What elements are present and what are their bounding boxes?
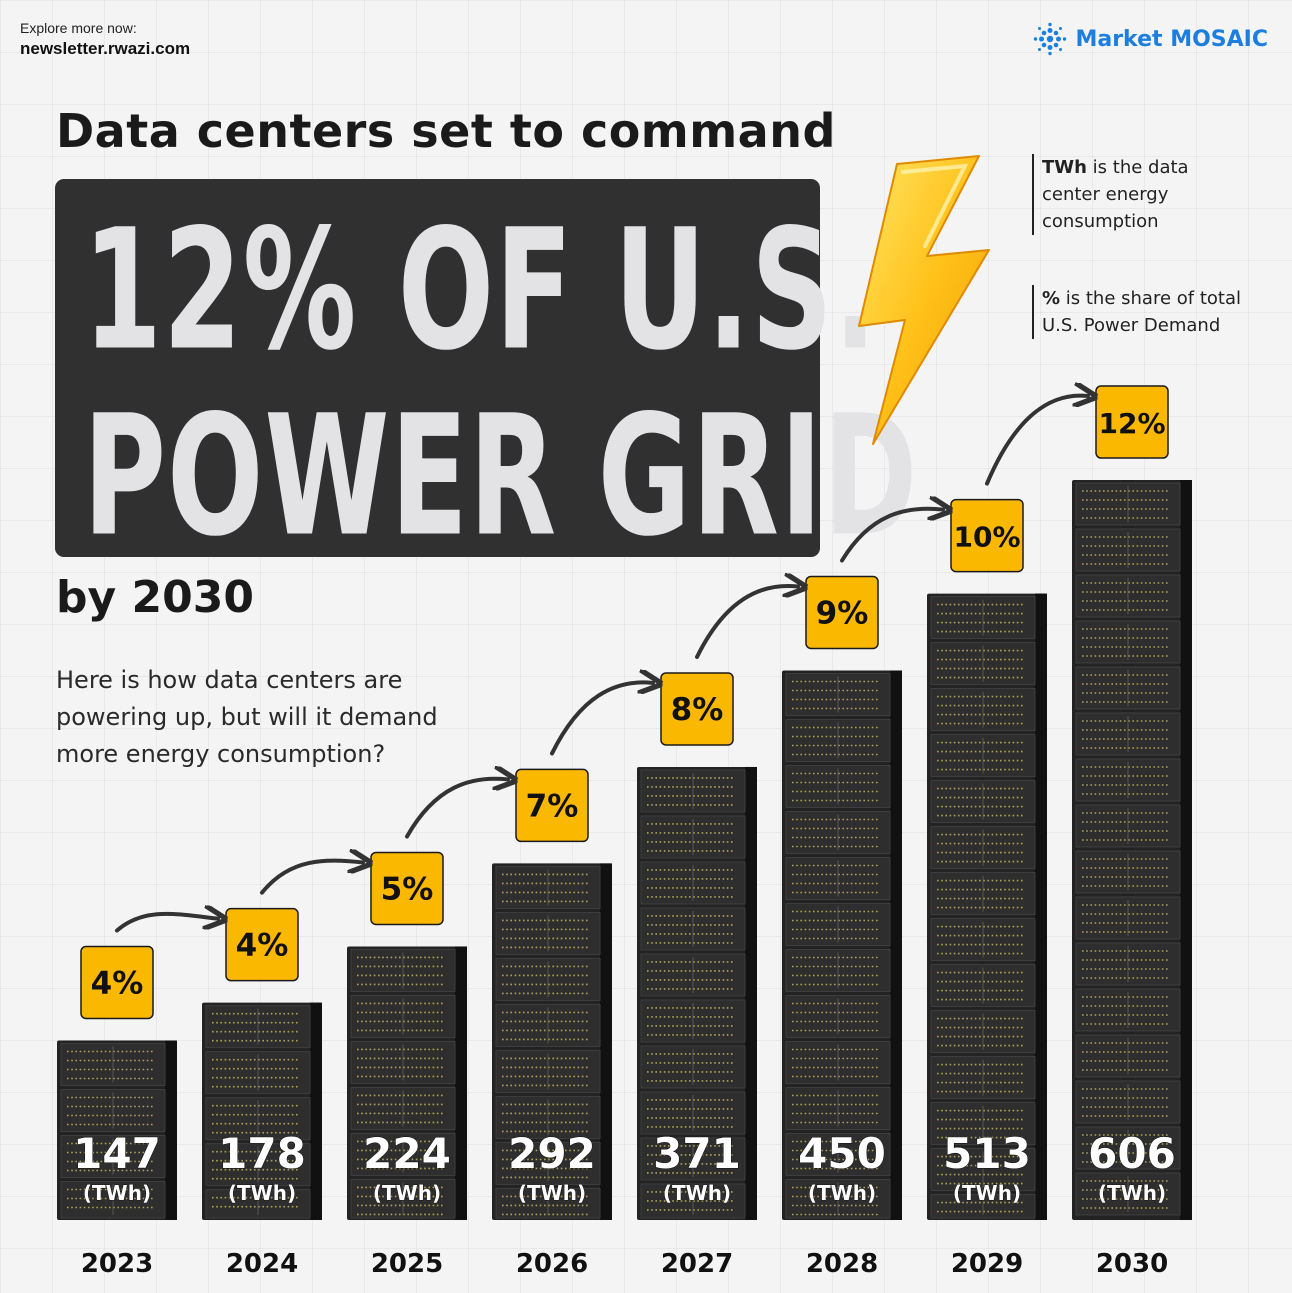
percent-badge: 8% <box>660 672 734 746</box>
legend-percent-text: is the share of total U.S. Power Demand <box>1042 288 1241 336</box>
headline-top: Data centers set to command <box>56 104 836 158</box>
intro-text: Here is how data centers are powering up… <box>56 666 438 768</box>
bar-value-label: 178 <box>218 1129 306 1178</box>
server-bar <box>347 946 467 1220</box>
bar-unit-label: (TWh) <box>663 1181 731 1205</box>
hero-line-1: 12% OF U.S. <box>83 193 878 388</box>
percent-badge-label: 9% <box>816 595 869 631</box>
percent-badge: 4% <box>225 907 299 982</box>
year-tick-label: 2024 <box>226 1249 298 1279</box>
bar-unit-label: (TWh) <box>373 1181 441 1205</box>
percent-badge: 9% <box>805 575 879 650</box>
legend-percent: % is the share of total U.S. Power Deman… <box>1032 285 1242 339</box>
bar-unit-label: (TWh) <box>808 1181 876 1205</box>
bar-unit-label: (TWh) <box>83 1181 151 1205</box>
hero-line-2: POWER GRID <box>83 379 919 574</box>
bar-unit-label: (TWh) <box>1098 1181 1166 1205</box>
legend-twh: TWh is the data center energy consumptio… <box>1032 154 1242 235</box>
server-bar <box>202 1002 322 1220</box>
trend-arrow <box>985 396 1088 486</box>
percent-badge: 5% <box>370 851 444 926</box>
year-tick-label: 2030 <box>1096 1249 1168 1279</box>
bar-value-label: 606 <box>1088 1129 1176 1178</box>
explore-block: Explore more now: newsletter.rwazi.com <box>20 20 190 59</box>
server-bar <box>492 863 612 1220</box>
year-tick-label: 2023 <box>81 1249 153 1279</box>
bar-value-label: 292 <box>508 1129 596 1178</box>
percent-badge: 4% <box>80 945 154 1020</box>
year-tick-label: 2026 <box>516 1249 588 1279</box>
percent-badge-label: 12% <box>1098 407 1165 440</box>
server-bar <box>637 766 757 1220</box>
server-bar <box>1072 480 1192 1220</box>
lightning-bolt-icon <box>858 155 990 445</box>
hero-banner: 12% OF U.S. POWER GRID <box>55 179 917 573</box>
percent-badge: 7% <box>515 768 589 843</box>
bar-value-label: 371 <box>653 1129 741 1178</box>
brand: Market MOSAIC <box>1033 22 1268 56</box>
bar-unit-label: (TWh) <box>228 1181 296 1205</box>
bar-unit-label: (TWh) <box>953 1181 1021 1205</box>
explore-label: Explore more now: <box>20 20 137 36</box>
legend-twh-key: TWh <box>1042 157 1087 178</box>
percent-badge-label: 10% <box>953 521 1020 554</box>
bar-unit-label: (TWh) <box>518 1181 586 1205</box>
trend-arrow <box>840 509 943 563</box>
year-tick-label: 2025 <box>371 1249 443 1279</box>
percent-badge-label: 4% <box>236 928 289 964</box>
market-mosaic-logo-icon <box>1034 22 1067 56</box>
trend-arrow <box>260 861 363 895</box>
year-tick-label: 2027 <box>661 1249 733 1279</box>
trend-arrow <box>115 914 218 933</box>
server-bar <box>927 593 1047 1220</box>
trend-arrow <box>550 682 653 756</box>
bar-value-label: 224 <box>363 1129 451 1178</box>
legend-percent-key: % <box>1042 288 1061 309</box>
newsletter-link[interactable]: newsletter.rwazi.com <box>20 39 191 58</box>
percent-badge-label: 4% <box>91 965 144 1001</box>
year-tick-label: 2029 <box>951 1249 1023 1279</box>
percent-badge: 10% <box>950 498 1024 573</box>
trend-arrow <box>405 779 508 839</box>
server-bar <box>57 1040 177 1220</box>
headline-bottom: by 2030 <box>56 572 254 623</box>
bar-value-label: 513 <box>943 1129 1031 1178</box>
bar-value-label: 450 <box>798 1129 886 1178</box>
percent-badge-label: 7% <box>526 788 579 824</box>
server-bar <box>782 670 902 1220</box>
percent-badge: 12% <box>1095 385 1169 459</box>
brand-name: Market MOSAIC <box>1075 26 1268 52</box>
percent-badge-label: 5% <box>381 871 434 907</box>
percent-badge-label: 8% <box>671 692 724 728</box>
bar-value-label: 147 <box>73 1129 161 1178</box>
year-tick-label: 2028 <box>806 1249 878 1279</box>
trend-arrow <box>695 586 798 659</box>
legend-twh-text: is the data center energy consumption <box>1042 157 1189 232</box>
